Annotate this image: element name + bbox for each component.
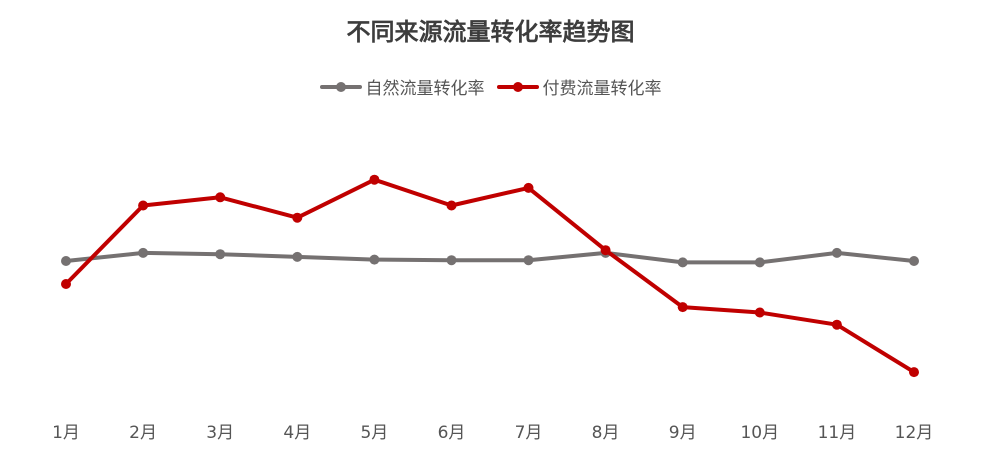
data-point-natural[interactable] <box>292 251 303 262</box>
data-point-paid[interactable] <box>600 245 611 256</box>
data-point-paid[interactable] <box>61 279 71 289</box>
legend-label-paid: 付费流量转化率 <box>542 79 662 99</box>
data-point-paid[interactable] <box>754 307 765 318</box>
x-tick-label: 9月 <box>669 423 697 443</box>
x-tick-label: 8月 <box>592 423 620 443</box>
data-point-natural[interactable] <box>138 247 149 258</box>
series-line-natural <box>64 250 916 265</box>
x-tick-label: 11月 <box>818 423 857 443</box>
series-paid <box>61 174 919 378</box>
legend-swatch-natural <box>319 79 362 95</box>
data-point-paid[interactable] <box>369 174 380 185</box>
series-layer <box>61 174 919 378</box>
data-point-natural[interactable] <box>61 256 71 266</box>
x-tick-label: 12月 <box>895 423 934 443</box>
x-tick-label: 7月 <box>515 423 543 443</box>
data-point-natural[interactable] <box>446 255 457 266</box>
x-tick-label: 1月 <box>52 423 80 443</box>
chart-title: 不同来源流量转化率趋势图 <box>346 18 635 46</box>
data-point-paid[interactable] <box>446 200 457 211</box>
data-point-paid[interactable] <box>138 200 149 211</box>
data-point-paid[interactable] <box>677 302 688 313</box>
data-point-natural[interactable] <box>369 254 380 265</box>
data-point-natural[interactable] <box>754 257 765 268</box>
data-point-natural[interactable] <box>831 247 842 258</box>
x-tick-label: 10月 <box>740 423 779 443</box>
x-tick-label: 5月 <box>360 423 388 443</box>
data-point-natural[interactable] <box>523 255 534 266</box>
x-tick-label: 3月 <box>206 423 234 443</box>
legend-dot-paid <box>512 81 523 92</box>
data-point-paid[interactable] <box>831 319 842 330</box>
data-point-paid[interactable] <box>215 192 226 203</box>
data-point-natural[interactable] <box>215 249 226 260</box>
legend-label-natural: 自然流量转化率 <box>365 79 485 99</box>
legend-item-natural[interactable]: 自然流量转化率 <box>319 74 485 99</box>
data-point-paid[interactable] <box>292 212 303 223</box>
data-point-natural[interactable] <box>677 257 688 268</box>
data-point-natural[interactable] <box>909 256 919 266</box>
x-axis: 1月 2月 3月 4月 5月 6月 7月 8月 9月 10月 11月 12月 <box>52 423 933 443</box>
legend-dot-natural <box>335 81 346 92</box>
x-tick-label: 2月 <box>129 423 157 443</box>
series-line-paid <box>64 177 916 375</box>
legend-swatch-paid <box>496 79 539 95</box>
x-tick-label: 4月 <box>283 423 311 443</box>
data-point-paid[interactable] <box>909 367 919 378</box>
legend: 自然流量转化率 付费流量转化率 <box>0 74 981 99</box>
legend-item-paid[interactable]: 付费流量转化率 <box>496 74 662 99</box>
series-natural <box>61 247 919 268</box>
data-point-paid[interactable] <box>523 182 534 193</box>
x-tick-label: 6月 <box>438 423 466 443</box>
